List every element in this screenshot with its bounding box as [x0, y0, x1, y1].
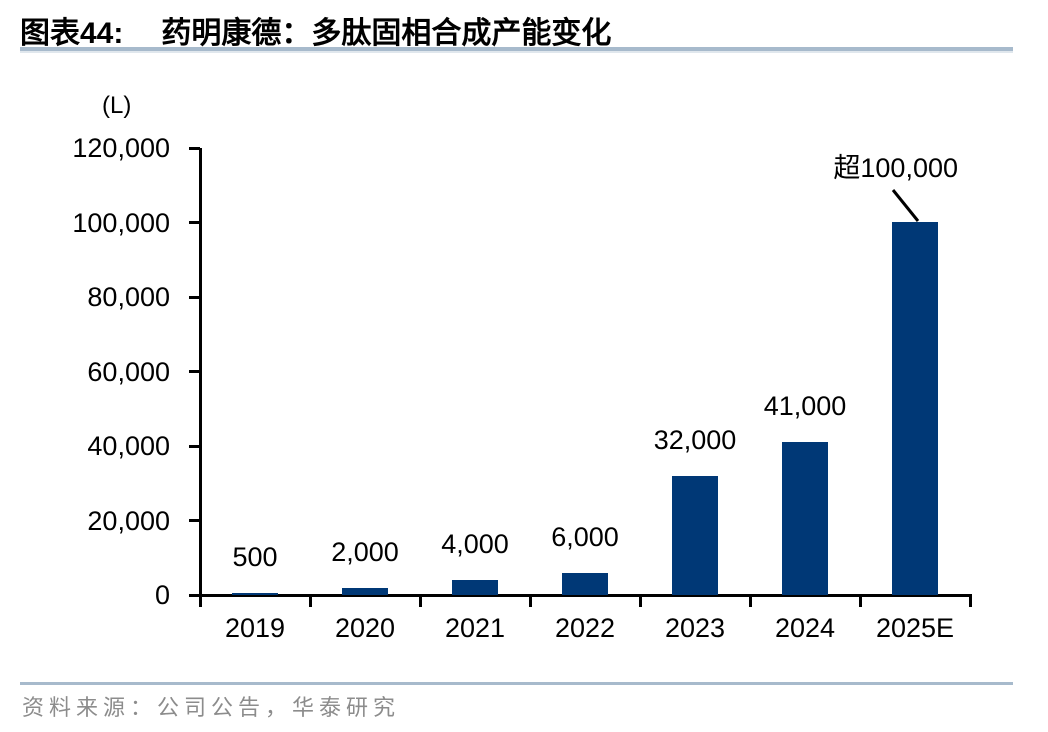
bar-2024 [782, 442, 828, 595]
x-tick-label: 2020 [334, 613, 396, 643]
x-axis-tick [419, 595, 422, 607]
y-tick-label: 0 [154, 580, 170, 610]
y-tick-label: 100,000 [72, 208, 170, 238]
source-note: 资料来源：公司公告，华泰研究 [22, 695, 401, 720]
x-tick-label: 2021 [444, 613, 506, 643]
x-tick-label: 2019 [224, 613, 286, 643]
x-tick-label: 2022 [554, 613, 616, 643]
x-axis-tick [969, 595, 972, 607]
y-tick-label: 60,000 [87, 357, 170, 387]
y-tick-label: 120,000 [72, 133, 170, 163]
y-axis-tick [189, 594, 200, 597]
x-axis-tick [199, 595, 202, 607]
figure-number-label: 图表44: [20, 17, 124, 50]
x-axis-tick [529, 595, 532, 607]
y-axis-unit-label: (L) [102, 92, 132, 119]
x-tick-label: 2023 [664, 613, 726, 643]
bar-value-label: 41,000 [763, 391, 847, 421]
bar-2022 [562, 573, 608, 595]
y-tick-label: 20,000 [87, 506, 170, 536]
figure-title: 药明康德：多肽固相合成产能变化 [161, 17, 612, 50]
x-tick-label: 2025E [875, 613, 955, 643]
bar-2020 [342, 588, 388, 595]
bar-value-label: 32,000 [653, 425, 737, 455]
x-axis-tick [859, 595, 862, 607]
title-separator-line [20, 47, 1013, 51]
figure-header: 图表44: 药明康德：多肽固相合成产能变化 [20, 8, 611, 52]
x-axis-tick [309, 595, 312, 607]
bar-2025E [892, 222, 938, 595]
y-axis-tick [189, 221, 200, 224]
y-tick-label: 40,000 [87, 431, 170, 461]
bar-value-label: 500 [232, 542, 278, 572]
bar-value-label: 6,000 [551, 522, 619, 552]
bar-2021 [452, 580, 498, 595]
bar-value-label: 4,000 [441, 529, 509, 559]
x-axis-tick [749, 595, 752, 607]
y-tick-label: 80,000 [87, 282, 170, 312]
x-tick-label: 2024 [774, 613, 836, 643]
y-axis-line [199, 148, 202, 598]
y-axis-tick [189, 296, 200, 299]
bar-2019 [232, 593, 278, 595]
x-axis-line [199, 594, 972, 597]
bar-2023 [672, 476, 718, 595]
bar-value-label: 2,000 [331, 537, 399, 567]
annotation-over-100000: 超100,000 [833, 153, 958, 183]
y-axis-tick [189, 445, 200, 448]
footer-separator-line [20, 682, 1013, 685]
y-axis-tick [189, 147, 200, 150]
y-axis-tick [189, 370, 200, 373]
y-axis-tick [189, 519, 200, 522]
x-axis-tick [639, 595, 642, 607]
